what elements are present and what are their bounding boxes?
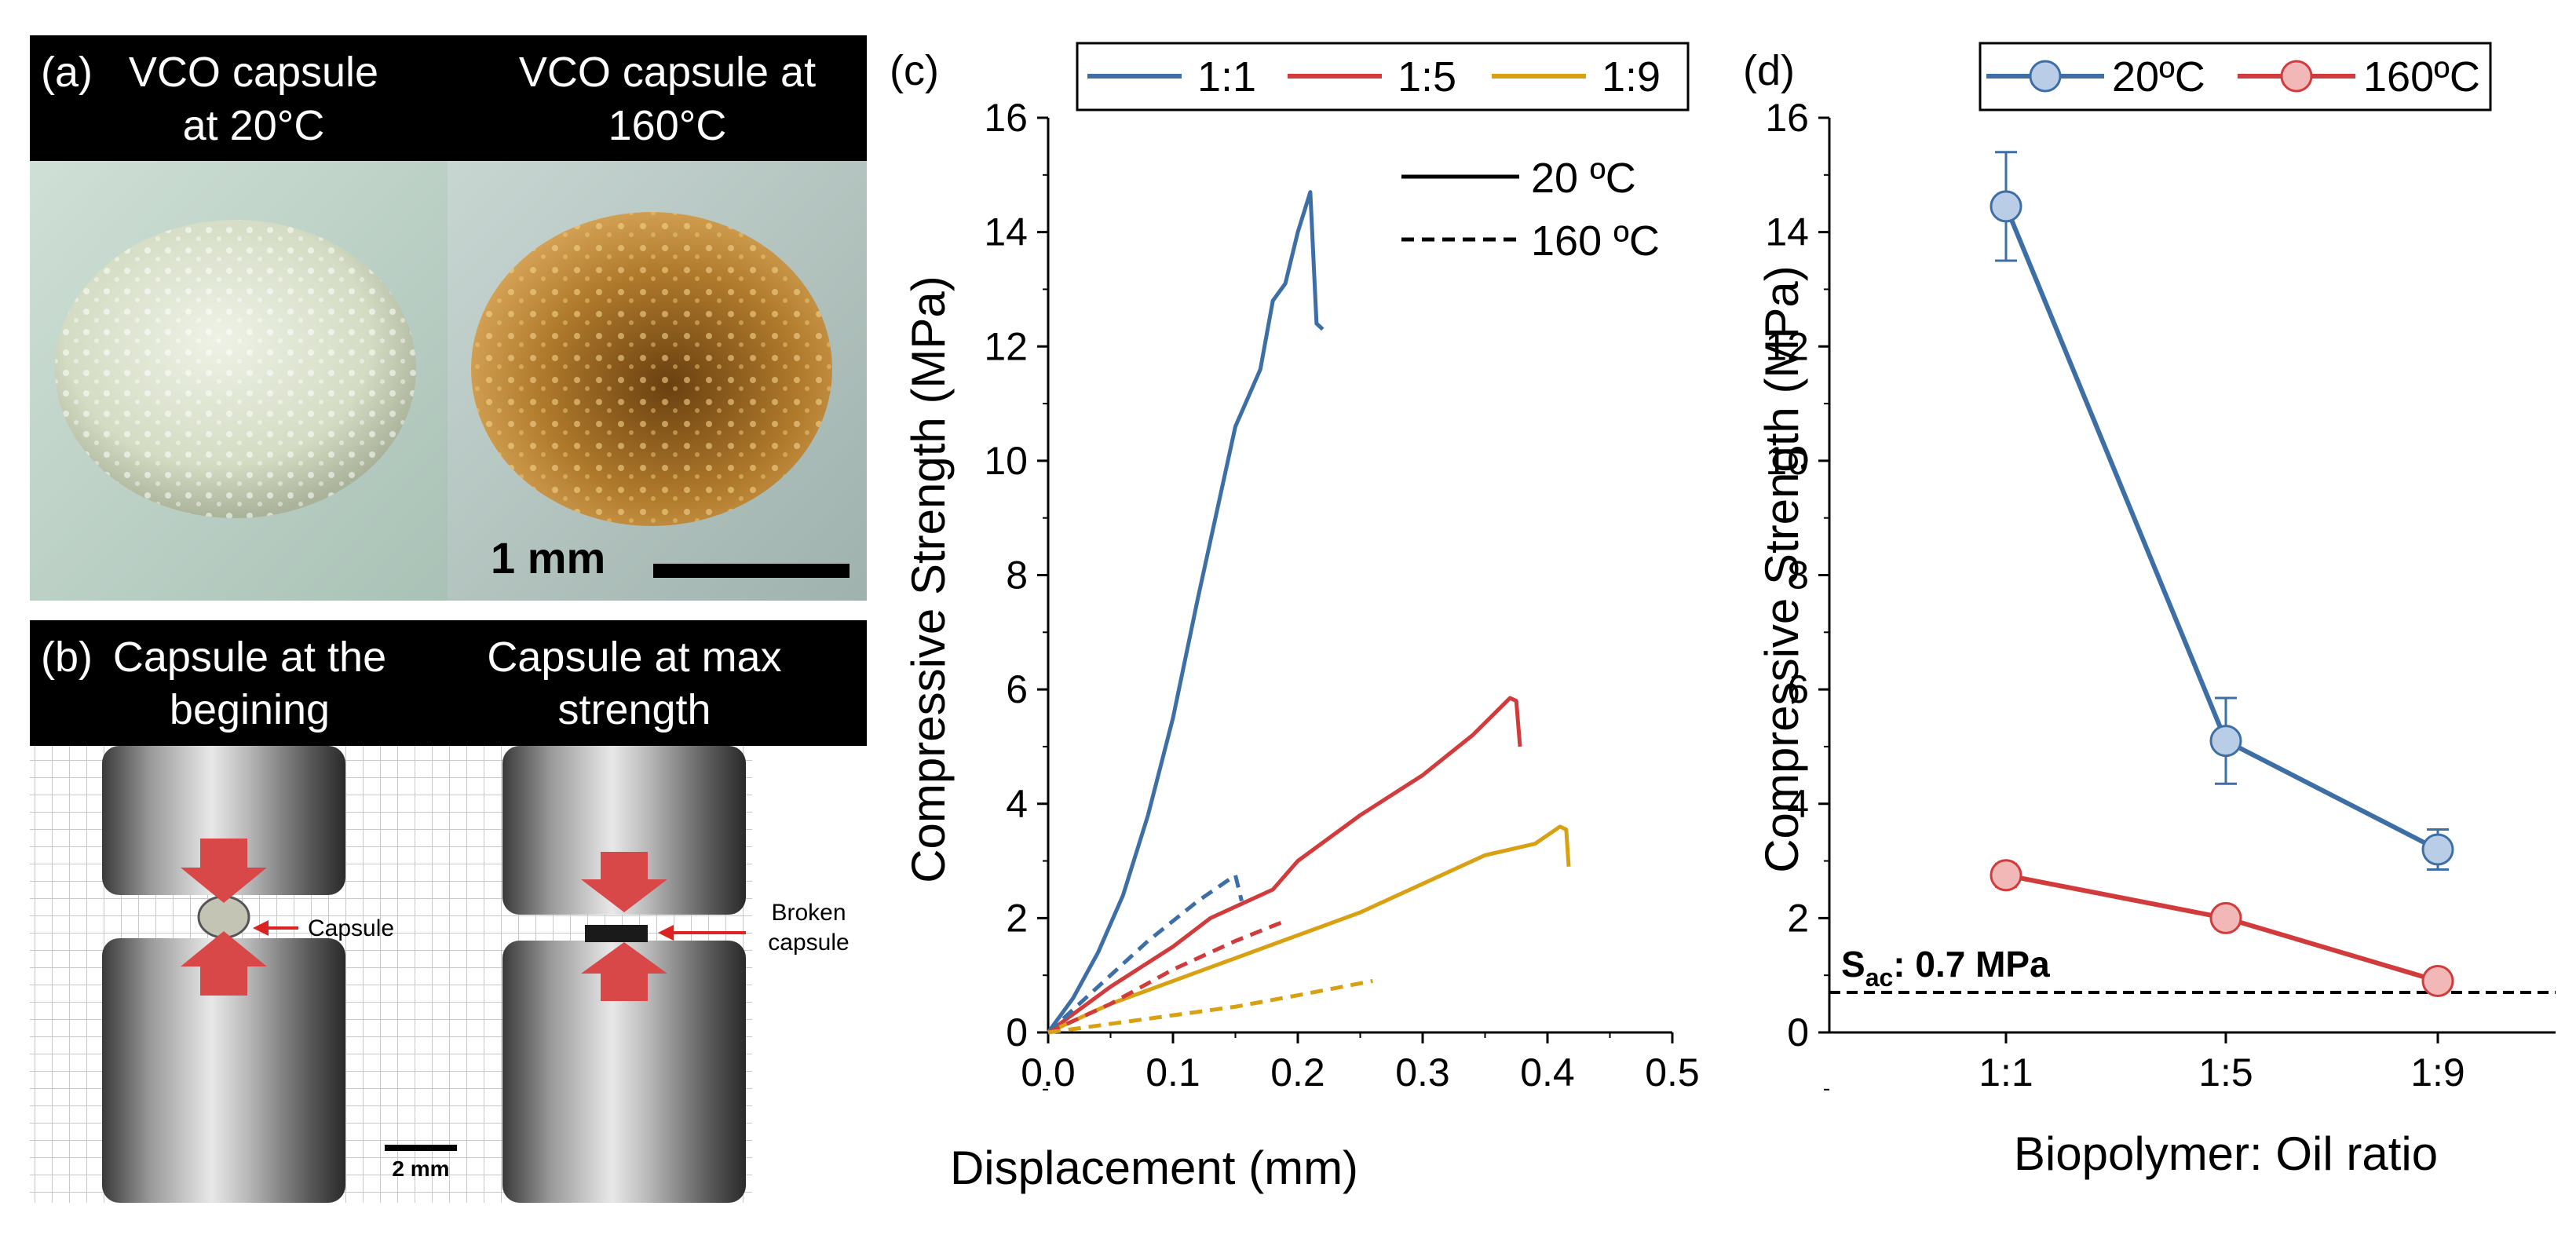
panel-a-label: (a) [41,49,93,96]
y-tick-label: 10 [984,439,1028,483]
series-line-1-9-20-c [1047,824,1571,1035]
legend-label: 1:5 [1398,53,1456,100]
series-line-1-1-20-c [1046,190,1325,1034]
y-tick-label: 12 [984,324,1028,368]
chart-c-style-legend: 20 ºC 160 ºC [1401,155,1660,265]
panel-b-left-caption-line1: Capsule at the [113,634,386,681]
x-tick-label: 0.0 [1021,1050,1076,1094]
y-tick-label: 6 [1006,667,1028,711]
y-tick-label: 8 [1787,554,1809,597]
data-point [2209,725,2242,758]
capsule-label: Capsule [308,915,394,941]
data-point [1990,190,2022,223]
legend-marker [2280,60,2313,93]
y-tick-label: 4 [1787,782,1809,826]
chart-d-legend: 20ºC 160ºC [1979,42,2492,111]
legend-marker [2029,60,2062,93]
y-tick-label: 16 [984,96,1028,140]
panel-a-right-caption-line1: VCO capsule at [519,49,816,96]
x-tick-label: 0.1 [1145,1050,1200,1094]
x-tick-label: 1:9 [2410,1050,2465,1094]
y-tick-label: 0 [1006,1010,1028,1054]
reference-label-rest: : 0.7 MPa [1893,944,2050,985]
y-tick-label: 4 [1006,782,1028,826]
left-arrow-icon [253,920,269,936]
broken-capsule-label-line2: capsule [768,930,849,955]
series-line-1-9-160-c [1047,979,1373,1035]
y-tick-label: 14 [1765,210,1809,254]
panel-b-scale-label: 2 mm [392,1156,449,1181]
x-tick-label: 0.3 [1395,1050,1450,1094]
capsule-20c-image [55,220,416,518]
data-point [2209,901,2242,934]
panel-a-scale-label: 1 mm [491,533,605,583]
reference-label-subscript: ac [1865,963,1894,992]
panel-a: (a) VCO capsule at 20°C VCO capsule at 1… [30,35,867,601]
data-point [1990,859,2022,892]
down-arrow-icon [181,839,267,903]
chart-d-series [1990,151,2454,997]
left-arrow-icon [658,925,674,941]
panel-b-header [30,620,867,746]
y-tick-label: 12 [1765,324,1809,368]
chart-c-color-legend: 1:1 1:5 1:9 [1076,42,1690,111]
x-tick-label: 1:1 [1979,1050,2033,1094]
panel-b-label: (b) [41,634,93,681]
reference-line-label: Sac: 0.7 MPa [1841,944,2050,992]
legend-label: 1:1 [1197,53,1256,100]
y-tick-label: 10 [1765,439,1809,483]
panel-d-label: (d) [1743,47,1795,94]
y-tick-label: 2 [1006,896,1028,940]
x-tick-label: 1:5 [2198,1050,2253,1094]
y-tick-label: 6 [1787,667,1809,711]
style-legend-label: 160 ºC [1531,217,1660,265]
capsule-broken [585,925,648,942]
x-tick-label: 0.2 [1270,1050,1325,1094]
up-arrow-icon [581,942,667,1001]
fixture-right: Broken capsule [502,746,850,1203]
chart-d-axes: 0 2 4 6 8 10 12 14 16 1:1 1:5 1:9 Sac: 0.7 MPa [1765,96,2556,1094]
y-tick-label: 14 [984,210,1028,254]
x-tick-label: 0.5 [1645,1050,1700,1094]
panel-a-scale-bar [653,564,850,578]
data-point [2421,964,2454,997]
chart-c-y-axis-title: Compressive Strength (MPa) [902,276,955,883]
panel-a-header [30,35,867,161]
y-tick-label: 16 [1765,96,1809,140]
x-tick-label: 0.4 [1520,1050,1575,1094]
legend-label: 20ºC [2112,53,2205,100]
data-point [2421,833,2454,866]
y-tick-label: 0 [1787,1010,1809,1054]
series-line-1-5-20-c [1047,696,1522,1035]
panel-b-right-caption-line2: strength [557,686,711,733]
chart-d-x-axis-title: Biopolymer: Oil ratio [2014,1127,2438,1180]
capsule-160c-image [471,212,832,526]
panel-b-left-caption-line2: begining [170,686,330,733]
legend-label: 1:9 [1602,53,1661,100]
panel-b-right-caption-line1: Capsule at max [487,634,781,681]
chart-d-y-axis-title: Compressive Strength (MPa) [1756,265,1808,873]
style-legend-label: 20 ºC [1531,155,1636,202]
broken-capsule-label-line1: Broken [771,900,846,926]
panel-a-left-caption-line1: VCO capsule [129,49,378,96]
chart-c-axes: 0 2 4 6 8 10 12 14 16 0.0 0.1 0.2 0.3 0.4 0.5 [984,96,1699,1094]
series-line-1-1-160-c [1047,873,1244,1034]
panel-a-left-caption-line2: at 20°C [183,102,325,149]
up-arrow-icon [181,931,267,996]
panel-c-label: (c) [890,47,939,94]
fixture-left: Capsule [102,746,394,1203]
chart-c-x-axis-title: Displacement (mm) [950,1142,1358,1194]
down-arrow-icon [581,852,667,912]
legend-label: 160ºC [2363,53,2480,100]
y-tick-label: 2 [1787,896,1809,940]
y-tick-label: 8 [1006,554,1028,597]
chart-c-series [1046,190,1571,1035]
chart-d: (d) 20ºC 160ºC 0 2 4 6 8 10 12 14 16 1:1 1:5 1:9 Sac:… [1743,42,2556,1180]
reference-label-main: S [1841,944,1865,985]
panel-a-right-caption-line2: 160°C [608,102,727,149]
panel-b: (b) Capsule at the begining Capsule at m… [30,620,867,1203]
series-line-1-5-160-c [1047,919,1287,1035]
